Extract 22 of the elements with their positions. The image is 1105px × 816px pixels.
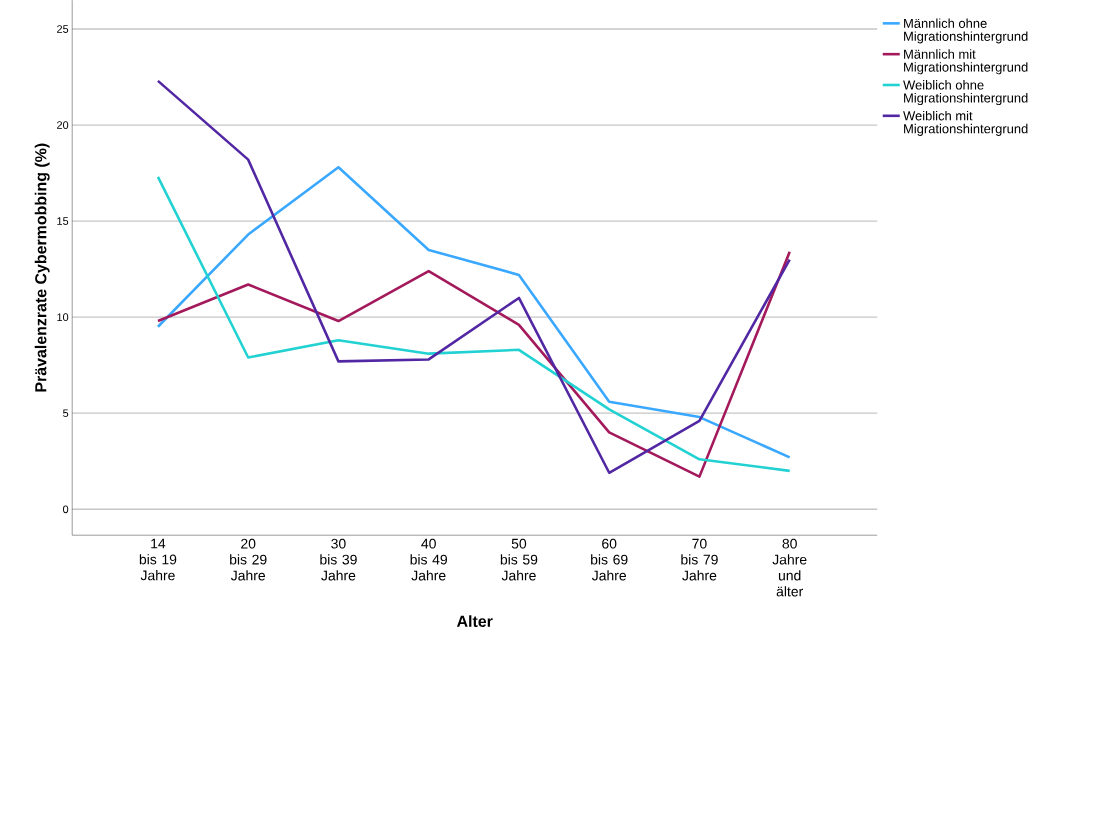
line-series	[156, 79, 791, 475]
y-tick-label: 15	[57, 217, 69, 226]
y-tick-label: 0	[63, 505, 69, 514]
x-tick-label: 70 bis 79 Jahre	[681, 538, 718, 581]
legend-label: Weiblich mit Migrationshintergrund	[903, 111, 1028, 137]
y-tick-label: 10	[57, 313, 69, 322]
x-tick-label: 60 bis 69 Jahre	[591, 538, 628, 581]
legend-label: Männlich mit Migrationshintergrund	[904, 49, 1028, 75]
x-tick-label: 50 bis 59 Jahre	[500, 538, 538, 581]
y-tick-label: 25	[57, 25, 69, 34]
x-tick-label: 14 bis 19 Jahre	[139, 538, 177, 581]
line-series	[156, 250, 791, 479]
x-tick-label: 20 bis 29 Jahre	[230, 538, 267, 581]
x-tick-label: 40 bis 49 Jahre	[410, 538, 447, 581]
y-axis-title: Prävalenzrate Cybermobbing (%)	[34, 143, 50, 392]
y-tick-label: 20	[57, 121, 69, 130]
x-tick-label: 80 Jahre und älter	[772, 538, 807, 597]
x-tick-label: 30 bis 39 Jahre	[320, 538, 357, 581]
legend-label: Männlich ohne Migrationshintergrund	[904, 18, 1028, 44]
legend-label: Weiblich ohne Migrationshintergrund	[903, 80, 1028, 106]
x-axis-title: Alter	[456, 615, 493, 628]
y-tick-label: 5	[63, 409, 69, 418]
